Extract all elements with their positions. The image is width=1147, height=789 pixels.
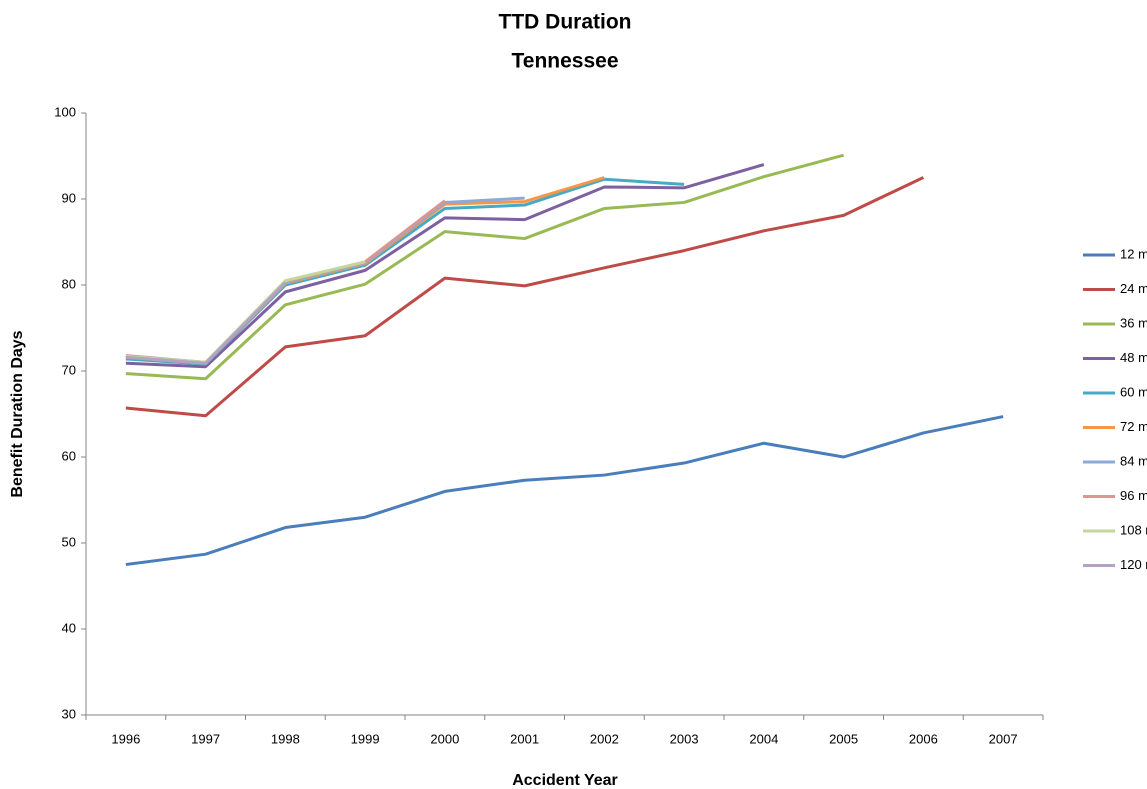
legend-label: 12 mo (1120, 246, 1147, 261)
x-tick-label: 2001 (510, 731, 539, 746)
legend-label: 72 mo (1120, 419, 1147, 434)
legend-label: 60 mo (1120, 384, 1147, 399)
x-tick-label: 2007 (989, 731, 1018, 746)
series-line (125, 176, 925, 418)
series-line (125, 281, 287, 365)
y-tick-label: 70 (62, 362, 76, 377)
series-line (125, 153, 845, 381)
x-tick-label: 1997 (191, 731, 220, 746)
legend-label: 96 mo (1120, 488, 1147, 503)
x-tick-label: 2006 (909, 731, 938, 746)
legend-label: 108 mo (1120, 522, 1147, 537)
y-tick-label: 100 (54, 104, 76, 119)
legend-label: 36 mo (1120, 315, 1147, 330)
series-line (125, 260, 366, 364)
chart-subtitle: Tennessee (512, 50, 619, 73)
y-tick-label: 80 (62, 276, 76, 291)
x-tick-label: 2004 (749, 731, 778, 746)
y-tick-label: 40 (62, 620, 76, 635)
y-axis-title: Benefit Duration Days (9, 330, 26, 497)
legend-label: 84 mo (1120, 453, 1147, 468)
x-tick-label: 2005 (829, 731, 858, 746)
y-tick-label: 30 (62, 706, 76, 721)
y-tick-label: 60 (62, 448, 76, 463)
legend-label: 24 mo (1120, 281, 1147, 296)
series-line (125, 177, 685, 366)
x-tick-label: 2003 (670, 731, 699, 746)
x-axis-title: Accident Year (512, 772, 618, 789)
y-tick-label: 90 (62, 190, 76, 205)
x-tick-label: 2002 (590, 731, 619, 746)
x-tick-label: 1996 (111, 731, 140, 746)
legend-label: 120 mo (1120, 557, 1147, 572)
x-tick-label: 2000 (430, 731, 459, 746)
legend-label: 48 mo (1120, 350, 1147, 365)
chart-title: TTD Duration (499, 11, 632, 34)
x-tick-label: 1999 (351, 731, 380, 746)
series-line (125, 163, 765, 369)
y-tick-label: 50 (62, 534, 76, 549)
series-line (125, 415, 1004, 566)
x-tick-label: 1998 (271, 731, 300, 746)
